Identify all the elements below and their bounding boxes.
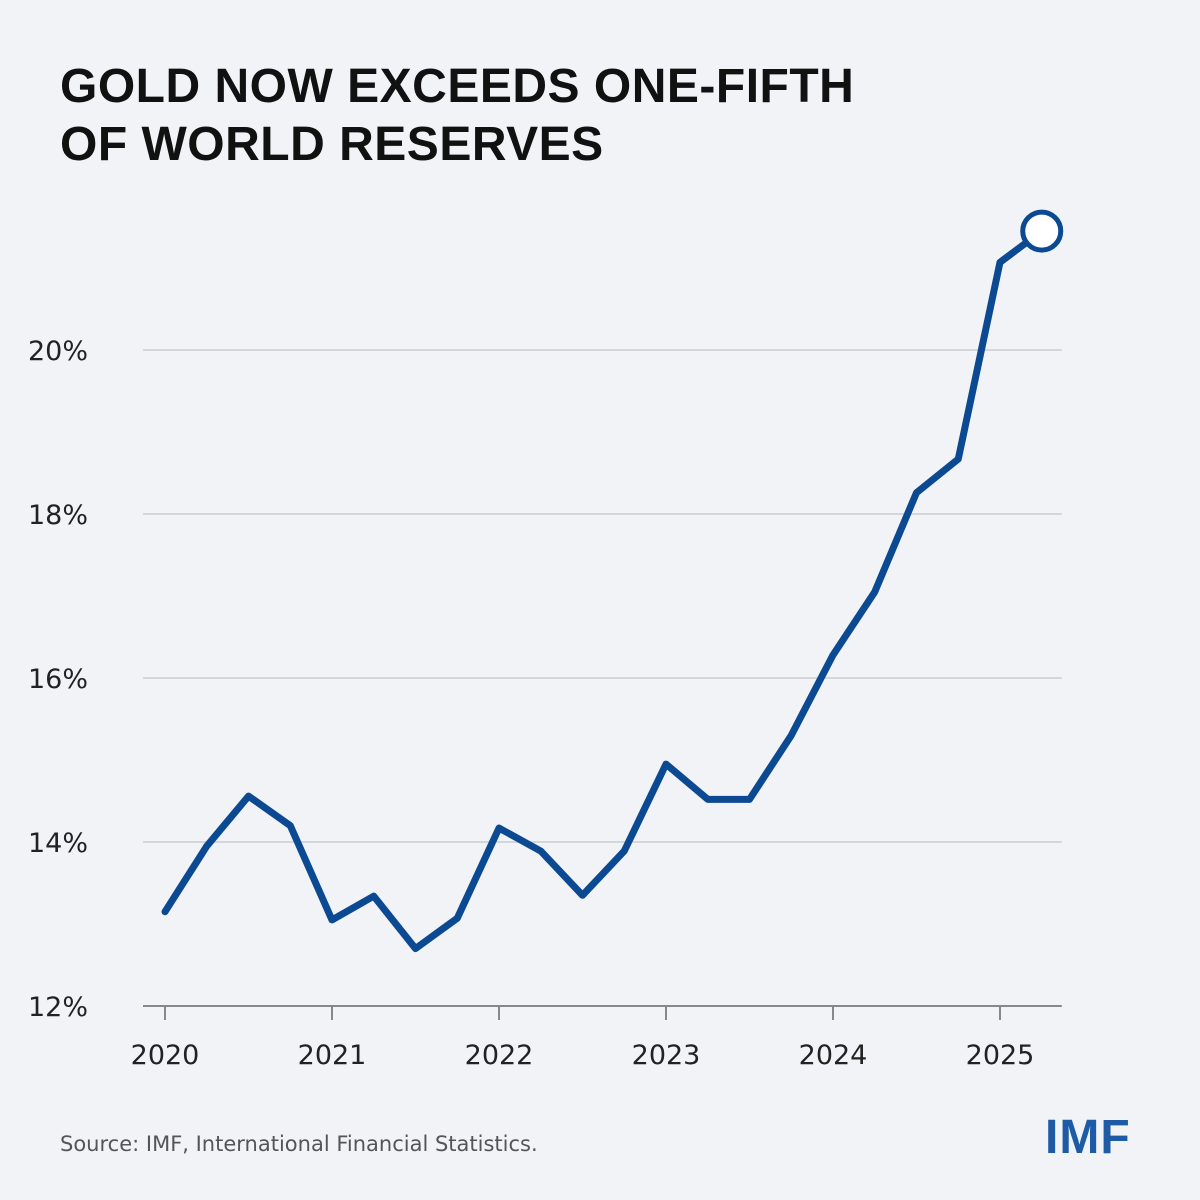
- y-tick-label: 18%: [28, 500, 88, 531]
- x-tick-label: 2020: [131, 1040, 200, 1071]
- x-tick-label: 2025: [966, 1040, 1035, 1071]
- x-tick-label: 2021: [298, 1040, 367, 1071]
- series-line: [161, 227, 1046, 953]
- imf-logo: IMF: [1045, 1111, 1131, 1164]
- y-tick-label: 14%: [28, 828, 88, 859]
- chart-title-line-2: OF WORLD RESERVES: [60, 118, 604, 171]
- y-tick-label: 12%: [28, 992, 88, 1023]
- y-tick-label: 16%: [28, 664, 88, 695]
- x-tick-label: 2023: [632, 1040, 701, 1071]
- last-point-marker: [1020, 209, 1064, 253]
- source-note: Source: IMF, International Financial Sta…: [60, 1132, 538, 1156]
- chart-title: GOLD NOW EXCEEDS ONE-FIFTH OF WORLD RESE…: [60, 58, 854, 174]
- x-tick-label: 2022: [465, 1040, 534, 1071]
- chart-title-line-1: GOLD NOW EXCEEDS ONE-FIFTH: [60, 60, 855, 113]
- x-tick-label: 2024: [799, 1040, 868, 1071]
- y-tick-label: 20%: [28, 336, 88, 367]
